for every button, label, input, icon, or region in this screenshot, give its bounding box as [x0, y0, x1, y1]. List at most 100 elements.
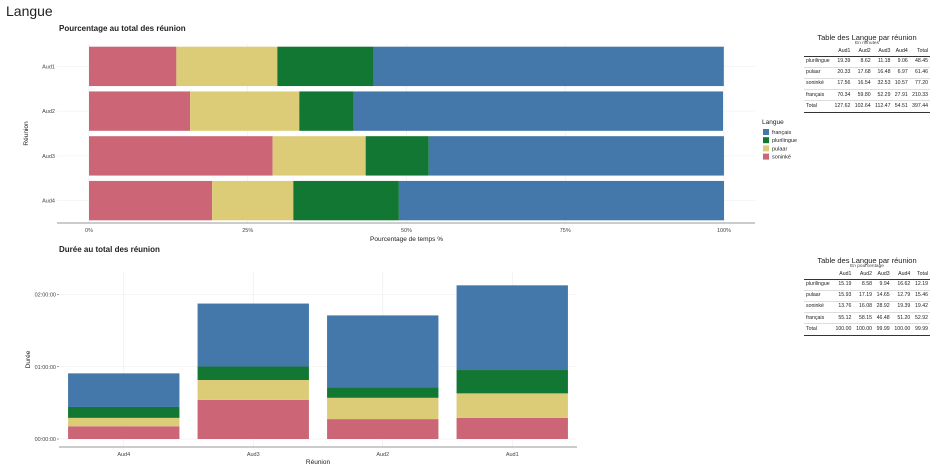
table-cell: 15.46 — [912, 290, 930, 302]
table-row: français 55.12 58.15 46.48 51.20 52.92 — [804, 312, 930, 325]
bar-segment-pulaar — [327, 397, 439, 420]
table-cell: français — [804, 312, 833, 325]
legend-swatch-soninké — [763, 153, 769, 160]
bar-segment-français — [398, 180, 724, 221]
chart2-title: Durée au total des réunion — [59, 245, 160, 254]
y-tick-label: 00:00:00 — [35, 437, 56, 443]
table-header-cell: Aud1 — [832, 47, 853, 57]
table-cell: 12.19 — [912, 279, 930, 291]
bar-segment-soninké — [68, 426, 180, 439]
legend-label-plurilingue: plurilingue — [772, 138, 797, 144]
table-cell: 19.42 — [912, 301, 930, 314]
table-cell: 59.80 — [852, 89, 873, 102]
table-cell: français — [804, 89, 833, 102]
table-cell: 46.48 — [874, 312, 892, 325]
table-subtitle: En pourcentage — [850, 263, 884, 269]
bar-segment-français — [456, 285, 568, 371]
legend-title: Langue — [762, 119, 784, 126]
x-tick-label: Aud2 — [376, 452, 389, 458]
y-tick-label: Aud3 — [42, 154, 55, 160]
legend-label-pulaar: pulaar — [772, 146, 787, 152]
table-cell: Total — [804, 100, 833, 113]
bar-segment-soninké — [89, 136, 273, 176]
bar-segment-soninké — [197, 399, 309, 439]
table-header-cell: Aud1 — [832, 270, 854, 280]
table-cell: 100.00 — [891, 323, 913, 336]
bar-segment-plurilingue — [68, 406, 180, 418]
table-cell: 16.48 — [872, 67, 893, 79]
table-cell: 28.92 — [874, 301, 892, 314]
table-cell: 99.99 — [874, 323, 892, 336]
table-cell: 16.08 — [853, 301, 875, 314]
bar-segment-plurilingue — [327, 387, 439, 398]
table-cell: 54.51 — [892, 100, 910, 113]
table-cell: 100.00 — [853, 323, 875, 336]
table-header-row: Aud1 Aud2 Aud3 Aud4 Total — [804, 270, 930, 280]
bar-segment-français — [68, 373, 180, 407]
table-cell: 100.00 — [832, 323, 854, 336]
y-tick-label: Aud2 — [42, 109, 55, 115]
bar-segment-soninké — [456, 417, 568, 439]
table-cell: 61.46 — [909, 67, 930, 79]
table-cell: 48.45 — [909, 56, 930, 68]
table-header-cell — [804, 47, 833, 57]
table-cell: 16.62 — [891, 279, 913, 291]
bar-segment-français — [197, 303, 309, 367]
y-tick-label: Aud4 — [42, 199, 55, 205]
minutes-table: Table des Langue par réunion En minutes … — [804, 34, 930, 113]
legend-label-soninké: soninké — [772, 155, 791, 161]
table-cell: 11.18 — [872, 56, 893, 68]
table-cell: 58.15 — [853, 312, 875, 325]
table-cell: soninké — [804, 78, 833, 91]
table-header-cell: Total — [909, 47, 930, 57]
table-cell: 102.64 — [852, 100, 873, 113]
bar-segment-plurilingue — [299, 91, 354, 131]
percentage-table: Table des Langue par réunion En pourcent… — [804, 257, 930, 336]
table-header-cell: Aud2 — [853, 270, 875, 280]
bar-segment-plurilingue — [197, 366, 309, 380]
table-cell: 12.79 — [891, 290, 913, 302]
table-cell: 51.20 — [891, 312, 913, 325]
bar-segment-pulaar — [176, 46, 278, 87]
table-header-row: Aud1 Aud2 Aud3 Aud4 Total — [804, 47, 930, 57]
table-cell: 20.33 — [832, 67, 853, 79]
x-tick-label: Aud1 — [506, 452, 519, 458]
chart1-title: Pourcentage au total des réunion — [59, 24, 186, 33]
y-tick-label: 01:00:00 — [35, 365, 56, 371]
table-cell: 9.94 — [874, 279, 892, 291]
bar-segment-plurilingue — [293, 180, 399, 221]
table-cell: plurilingue — [804, 56, 833, 68]
bar-segment-français — [373, 46, 724, 87]
table-cell: Total — [804, 323, 833, 336]
table-row: soninké 17.56 16.54 32.53 10.57 77.20 — [804, 78, 930, 91]
bar-segment-français — [428, 136, 724, 176]
table-title: Table des Langue par réunion — [817, 33, 917, 42]
bar-segment-pulaar — [190, 91, 300, 131]
table-cell: 9.06 — [892, 56, 910, 68]
table-cell: 127.62 — [832, 100, 853, 113]
x-axis-label: Réunion — [306, 459, 331, 466]
table-cell: 52.29 — [872, 89, 893, 102]
x-axis-label: Pourcentage de temps % — [370, 236, 443, 243]
table-cell: 19.39 — [891, 301, 913, 314]
x-tick-label: 50% — [401, 228, 412, 234]
x-tick-label: Aud3 — [247, 452, 260, 458]
table-cell: 70.34 — [832, 89, 853, 102]
table-header-cell: Aud4 — [892, 47, 910, 57]
bar-segment-plurilingue — [277, 46, 374, 87]
bar-segment-pulaar — [68, 417, 180, 427]
bar-segment-pulaar — [197, 379, 309, 400]
table-cell: 13.76 — [832, 301, 854, 314]
table-cell: 17.19 — [853, 290, 875, 302]
page-title: Langue — [6, 3, 53, 19]
y-tick-label: Aud1 — [42, 64, 55, 70]
table-cell: 112.47 — [872, 100, 893, 113]
table-cell: 14.65 — [874, 290, 892, 302]
table-row: Total 100.00 100.00 99.99 100.00 99.99 — [804, 323, 930, 336]
table-cell: 10.57 — [892, 78, 910, 91]
table-row: soninké 13.76 16.08 28.92 19.39 19.42 — [804, 301, 930, 314]
table-subtitle: En minutes — [855, 40, 879, 46]
table-header-cell: Aud4 — [891, 270, 913, 280]
y-tick-label: 02:00:00 — [35, 293, 56, 299]
table-row: français 70.34 59.80 52.29 27.91 210.33 — [804, 89, 930, 102]
